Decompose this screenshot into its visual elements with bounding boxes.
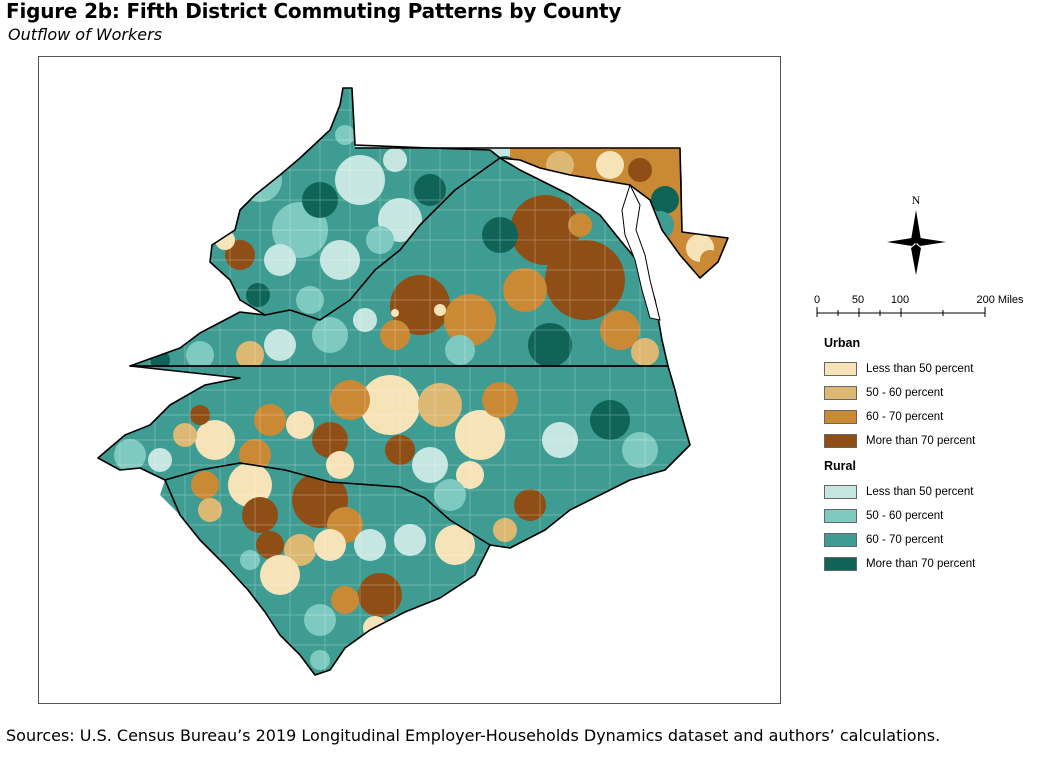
legend-swatch	[824, 509, 857, 523]
legend-label: 60 - 70 percent	[866, 534, 944, 546]
legend-swatch	[824, 434, 857, 448]
legend-swatch	[824, 362, 857, 376]
source-note: Sources: U.S. Census Bureau’s 2019 Longi…	[6, 726, 941, 745]
legend-rural-heading: Rural	[824, 459, 856, 473]
chesapeake-bay	[621, 183, 661, 321]
legend-label: Less than 50 percent	[866, 486, 974, 498]
legend-swatch	[824, 533, 857, 547]
state-west-virginia	[210, 88, 500, 320]
north-label: N	[912, 193, 921, 207]
legend-item: Less than 50 percent	[824, 357, 975, 381]
map-legend: Urban Less than 50 percent 50 - 60 perce…	[824, 336, 975, 576]
map-frame	[38, 56, 781, 704]
legend-swatch	[824, 557, 857, 571]
legend-label: 60 - 70 percent	[866, 411, 944, 423]
legend-swatch	[824, 485, 857, 499]
legend-label: 50 - 60 percent	[866, 510, 944, 522]
scale-tick-0: 0	[814, 294, 820, 306]
scale-tick-50: 50	[852, 294, 864, 306]
scale-bar: 0 50 100 200 Miles	[814, 294, 1024, 317]
scale-tick-100: 100	[891, 294, 909, 306]
legend-swatch	[824, 386, 857, 400]
legend-urban-heading: Urban	[824, 336, 861, 350]
legend-rural-group: Less than 50 percent 50 - 60 percent 60 …	[824, 480, 975, 576]
legend-item: More than 70 percent	[824, 429, 975, 453]
legend-label: More than 70 percent	[866, 435, 976, 447]
legend-item: 60 - 70 percent	[824, 405, 975, 429]
north-arrow: N	[887, 193, 946, 275]
legend-item: 60 - 70 percent	[824, 528, 975, 552]
legend-urban-group: Less than 50 percent 50 - 60 percent 60 …	[824, 357, 975, 453]
legend-item: Less than 50 percent	[824, 480, 975, 504]
scale-tick-200: 200 Miles	[976, 294, 1024, 306]
legend-label: More than 70 percent	[866, 558, 976, 570]
legend-label: Less than 50 percent	[866, 363, 974, 375]
legend-item: 50 - 60 percent	[824, 504, 975, 528]
legend-item: 50 - 60 percent	[824, 381, 975, 405]
figure-title: Figure 2b: Fifth District Commuting Patt…	[6, 0, 622, 23]
legend-label: 50 - 60 percent	[866, 387, 944, 399]
legend-item: More than 70 percent	[824, 552, 975, 576]
figure-subtitle: Outflow of Workers	[8, 25, 163, 44]
legend-swatch	[824, 410, 857, 424]
